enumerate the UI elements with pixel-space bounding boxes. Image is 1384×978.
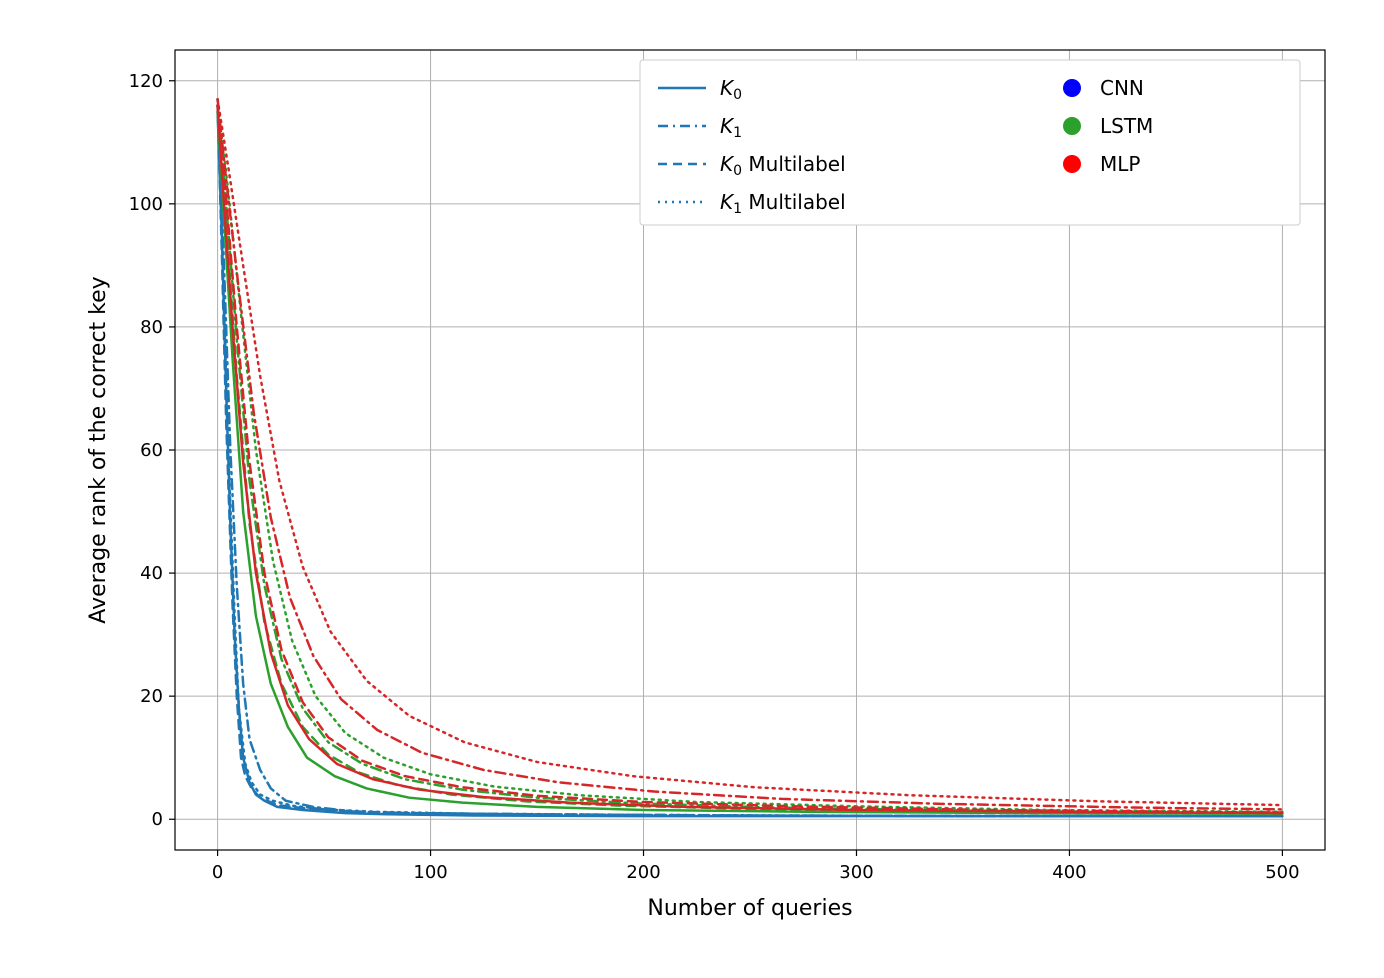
x-tick-label: 300 [839,862,873,883]
y-tick-label: 60 [140,440,163,461]
x-tick-label: 0 [212,862,223,883]
legend-marker [1063,155,1081,173]
legend-marker [1063,117,1081,135]
legend-marker-label: CNN [1100,76,1144,100]
y-tick-label: 80 [140,317,163,338]
x-tick-label: 200 [626,862,660,883]
y-axis-label: Average rank of the correct key [86,276,111,623]
y-tick-label: 0 [152,809,163,830]
x-tick-label: 500 [1265,862,1299,883]
legend-marker-label: MLP [1100,152,1140,176]
x-tick-label: 100 [413,862,447,883]
legend-marker-label: LSTM [1100,114,1153,138]
x-axis-label: Number of queries [647,896,852,921]
line-chart: 0 100 200 300 400 500 0 20 40 60 80 100 120 Number of… [0,0,1384,978]
y-tick-label: 20 [140,686,163,707]
y-tick-label: 120 [129,71,163,92]
y-tick-label: 100 [129,194,163,215]
x-tick-label: 400 [1052,862,1086,883]
y-tick-label: 40 [140,563,163,584]
chart-container: 0 100 200 300 400 500 0 20 40 60 80 100 120 Number of… [0,0,1384,978]
legend-marker [1063,79,1081,97]
